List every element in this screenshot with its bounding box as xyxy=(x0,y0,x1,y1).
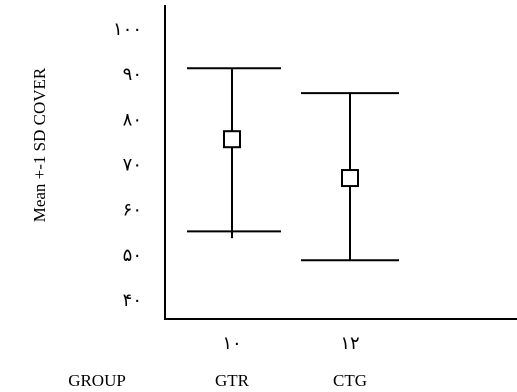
y-tick-label: ۵۰ xyxy=(123,245,142,266)
y-tick-labels: ۴۰ ۵۰ ۶۰ ۷۰ ۸۰ ۹۰ ۱۰۰ xyxy=(113,19,142,311)
y-tick-label: ۴۰ xyxy=(123,290,142,311)
y-tick-label: ۶۰ xyxy=(123,200,142,221)
y-tick-label: ۷۰ xyxy=(123,155,142,176)
mean-marker xyxy=(341,169,359,188)
x-tick-label: ۱۰ xyxy=(222,333,241,354)
y-tick-label: ۹۰ xyxy=(123,64,142,85)
x-axis-label: GROUP xyxy=(68,371,126,390)
x-tick-labels: ۱۰ GTR ۱۲ CTG xyxy=(215,333,367,390)
mean-marker xyxy=(223,130,241,149)
x-tick-label: ۱۲ xyxy=(340,333,359,354)
y-tick-label: ۸۰ xyxy=(123,109,142,130)
error-bars xyxy=(187,67,399,262)
y-axis-label: Mean +-1 SD COVER xyxy=(30,67,49,222)
group-name-label: CTG xyxy=(333,371,367,390)
group-name-label: GTR xyxy=(215,371,250,390)
y-tick-label: ۱۰۰ xyxy=(113,19,142,40)
